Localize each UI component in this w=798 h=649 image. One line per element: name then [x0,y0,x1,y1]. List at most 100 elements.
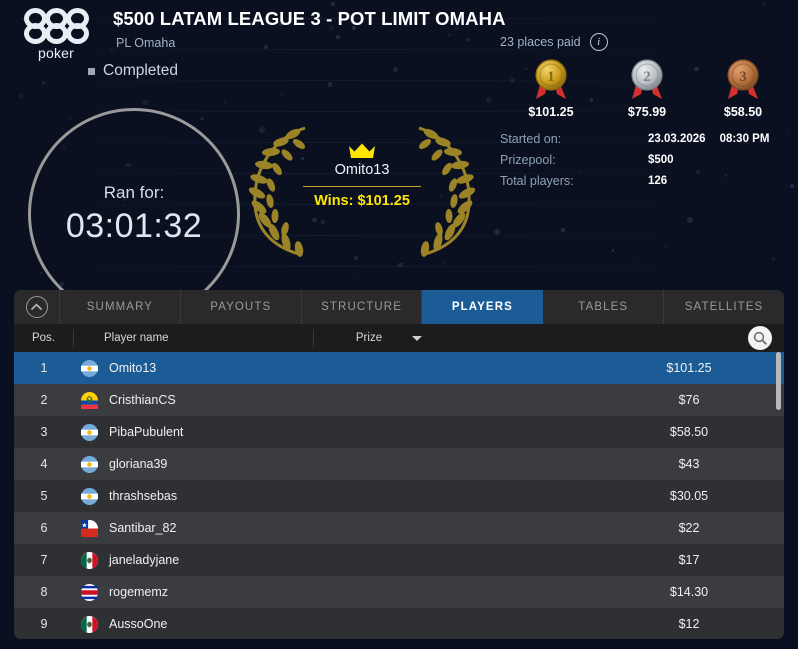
silver-medal-icon: 2 [631,59,663,99]
row-position: 4 [40,457,48,471]
row-country-flag [74,615,104,633]
row-position: 3 [40,425,48,439]
logo-wordmark: poker [37,45,75,61]
status-label: Completed [103,62,178,79]
row-position: 5 [40,489,48,503]
tournament-panel: SUMMARY PAYOUTS STRUCTURE PLAYERS TABLES SATE… [14,290,784,639]
chevron-up-icon [25,296,48,318]
row-player-name: gloriana39 [109,457,168,471]
table-row[interactable]: 4 gloriana39 $43 [14,448,784,480]
row-country-flag [74,455,104,473]
row-prize: $43 [678,457,700,471]
row-position: 6 [40,521,48,535]
podium-medals: 1 $101.25 2 $75.99 3 $58.50 [522,55,772,119]
row-player-name: rogememz [109,585,169,599]
column-header-player-name[interactable]: Player name [74,329,314,347]
detail-row: Total players: 126 [500,170,790,191]
detail-row: Prizepool: $500 [500,149,790,170]
flag-ar-icon [80,455,98,473]
podium-amount: $75.99 [627,105,667,119]
row-prize: $22 [678,521,700,535]
row-country-flag [74,423,104,441]
table-row[interactable]: 2 CristhianCS $76 [14,384,784,416]
table-row[interactable]: 7 janeladyjane $17 [14,544,784,576]
logo-888-bottom [14,23,98,44]
row-player-name: CristhianCS [109,393,176,407]
row-country-flag [74,519,104,537]
table-row[interactable]: 6 Santibar_82 $22 [14,512,784,544]
caret-down-icon[interactable] [412,335,423,341]
row-country-flag [74,359,104,377]
row-player-name: janeladyjane [109,553,180,567]
row-prize: $14.30 [669,585,709,599]
table-row[interactable]: 3 PibaPubulent $58.50 [14,416,784,448]
column-header-position[interactable]: Pos. [14,329,74,347]
search-button[interactable] [748,326,772,350]
status-badge: Completed [88,62,178,80]
laurel-wreath-icon [418,126,476,257]
detail-key: Started on: [500,131,562,146]
table-row[interactable]: 8 rogememz $14.30 [14,576,784,608]
888poker-logo: poker [14,8,98,61]
tournament-details: Started on: 23.03.2026 08:30 PM Prizepool: $… [500,128,790,191]
table-row[interactable]: 5 thrashsebas $30.05 [14,480,784,512]
podium-amount: $101.25 [528,105,574,119]
tab-players[interactable]: PLAYERS [422,290,544,324]
detail-value: $500 [648,153,674,166]
svg-text:1: 1 [547,69,555,85]
collapse-panel-button[interactable] [14,290,60,324]
tab-payouts[interactable]: PAYOUTS [181,290,302,324]
row-country-flag [74,391,104,409]
tab-structure[interactable]: STRUCTURE [302,290,423,324]
row-prize: $30.05 [669,489,709,503]
vertical-scrollbar[interactable] [776,352,781,410]
gold-medal-icon: 1 [535,59,567,99]
row-prize: $101.25 [666,361,712,375]
tab-tables[interactable]: TABLES [543,290,665,324]
info-icon[interactable]: i [589,33,608,51]
row-player-name: Santibar_82 [109,521,177,535]
winner-prize: Wins: $101.25 [314,193,410,209]
flag-mx-icon [80,551,98,569]
row-position: 1 [40,361,48,375]
tabs-container: SUMMARY PAYOUTS STRUCTURE PLAYERS TABLES SATE… [60,290,784,324]
row-prize: $12 [678,617,700,631]
svg-text:3: 3 [739,69,747,85]
column-header-prize-label: Prize [355,332,383,344]
row-position: 9 [40,617,48,631]
flag-cr-icon [80,583,98,601]
row-country-flag [74,551,104,569]
flag-cl-icon [80,519,98,537]
detail-row: Started on: 23.03.2026 08:30 PM [500,128,790,149]
crown-icon [349,143,375,158]
podium-place-3: 3 $58.50 [714,55,772,119]
row-player-name: AussoOne [109,617,168,631]
row-player-name: Omito13 [109,361,157,375]
detail-value: 23.03.2026 08:30 PM [648,132,770,145]
row-position: 7 [40,553,48,567]
flag-mx-icon [80,615,98,633]
column-header-prize[interactable]: Prize [314,332,464,344]
laurel-wreath-icon [248,126,306,257]
tournament-header: poker $500 LATAM LEAGUE 3 - POT LIMIT OM… [0,0,798,290]
places-paid: 23 places paid i [500,33,608,51]
page-title: $500 LATAM LEAGUE 3 - POT LIMIT OMAHA [113,8,506,29]
timer-label: Ran for: [103,182,165,202]
tab-bar: SUMMARY PAYOUTS STRUCTURE PLAYERS TABLES SATE… [14,290,784,324]
runtime-timer: Ran for: 03:01:32 [28,108,240,290]
places-paid-label: 23 places paid [500,35,581,49]
row-position: 8 [40,585,48,599]
svg-text:2: 2 [643,69,651,85]
tab-summary[interactable]: SUMMARY [60,290,181,324]
row-prize: $76 [678,393,700,407]
podium-place-2: 2 $75.99 [618,55,676,119]
row-prize: $58.50 [669,425,709,439]
flag-ar-icon [80,423,98,441]
table-row[interactable]: 1 Omito13 $101.25 [14,352,784,384]
table-row[interactable]: 9 AussoOne $12 [14,608,784,639]
players-table: 1 Omito13 $101.25 2 CristhianCS $76 3 PibaPubul… [14,352,784,639]
row-country-flag [74,487,104,505]
flag-ar-icon [80,359,98,377]
tab-satellites[interactable]: SATELLITES [684,301,764,313]
flag-ec-icon [80,391,98,409]
